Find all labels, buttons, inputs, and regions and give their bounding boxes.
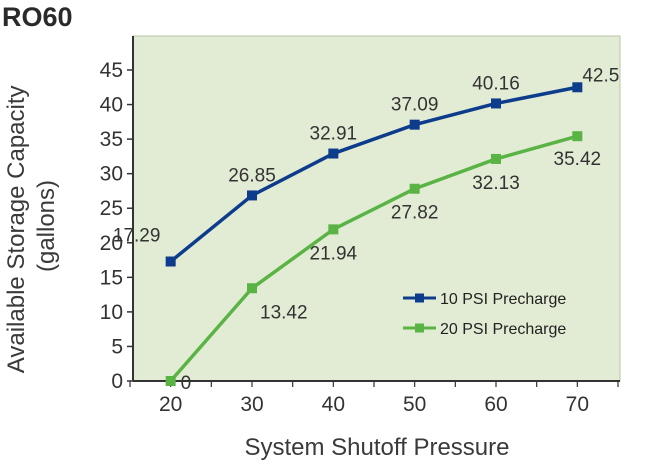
x-tick-label: 20 <box>159 393 182 416</box>
series-2-data-label: 0 <box>181 373 192 394</box>
x-tick-labels: 20 30 40 50 60 70 <box>129 381 619 416</box>
y-tick-label: 35 <box>100 128 123 151</box>
series-1-point <box>247 190 257 201</box>
series-2-point <box>328 224 339 235</box>
series-2-line <box>169 134 578 383</box>
x-tick-label: 30 <box>240 393 263 416</box>
x-tick-label: 70 <box>566 393 589 416</box>
legend: 10 PSI Precharge 20 PSI Precharge <box>403 291 566 338</box>
x-tick-label: 50 <box>403 393 426 416</box>
series-1-data-label: 32.91 <box>310 124 358 145</box>
y-tick-label: 25 <box>100 197 123 220</box>
series-2-point <box>572 131 583 142</box>
series-1-data-label: 40.16 <box>472 73 520 94</box>
y-tick-label: 10 <box>100 301 123 324</box>
series-2-data-label: 21.94 <box>310 243 358 264</box>
y-tick-label: 45 <box>100 59 123 82</box>
series-2-point <box>409 183 420 194</box>
y-tick-label: 0 <box>111 370 123 393</box>
series-layer <box>165 82 583 386</box>
series-2-point <box>165 376 176 386</box>
series-1-point <box>328 148 339 159</box>
y-tick-label: 20 <box>100 232 123 255</box>
data-labels: 17.29 26.85 32.91 37.09 40.16 42.5 0 13.42 21.94… <box>113 65 619 394</box>
legend-item-1-marker <box>415 293 424 303</box>
series-1-data-label: 17.29 <box>113 226 161 247</box>
series-1-data-label: 26.85 <box>228 165 276 186</box>
series-2-point <box>491 153 501 164</box>
legend-item-1-label: 10 PSI Precharge <box>440 291 566 308</box>
series-1-point <box>491 98 501 109</box>
series-2-data-label: 32.13 <box>472 173 520 194</box>
x-tick-label: 60 <box>484 393 507 416</box>
series-2-data-label: 35.42 <box>554 149 602 170</box>
series-1-point <box>409 119 420 130</box>
y-tick-label: 5 <box>111 335 123 358</box>
series-1-point <box>572 82 583 93</box>
y-tick-label: 15 <box>100 266 123 289</box>
y-axis-label-line2: (gallons) <box>33 180 60 272</box>
series-1-data-label: 42.5 <box>582 65 619 86</box>
legend-item-2-label: 20 PSI Precharge <box>440 321 566 338</box>
chart-title: RO60 <box>2 2 73 32</box>
x-axis-label: System Shutoff Pressure <box>244 434 509 461</box>
y-axis-label: Available Storage Capacity (gallons) <box>3 79 60 373</box>
series-1-point <box>165 256 176 267</box>
series-2-point <box>247 283 257 294</box>
y-tick-labels: 0 5 10 15 20 25 30 35 40 45 <box>100 59 133 393</box>
series-1-line <box>169 85 578 263</box>
legend-item-2-marker <box>415 323 424 333</box>
y-tick-label: 30 <box>100 163 123 186</box>
x-tick-label: 40 <box>322 393 345 416</box>
series-1-data-label: 37.09 <box>391 95 439 116</box>
y-tick-label: 40 <box>100 94 123 117</box>
series-2-data-label: 13.42 <box>260 302 308 323</box>
series-2-data-label: 27.82 <box>391 203 439 224</box>
y-axis-label-line1: Available Storage Capacity <box>3 85 30 373</box>
